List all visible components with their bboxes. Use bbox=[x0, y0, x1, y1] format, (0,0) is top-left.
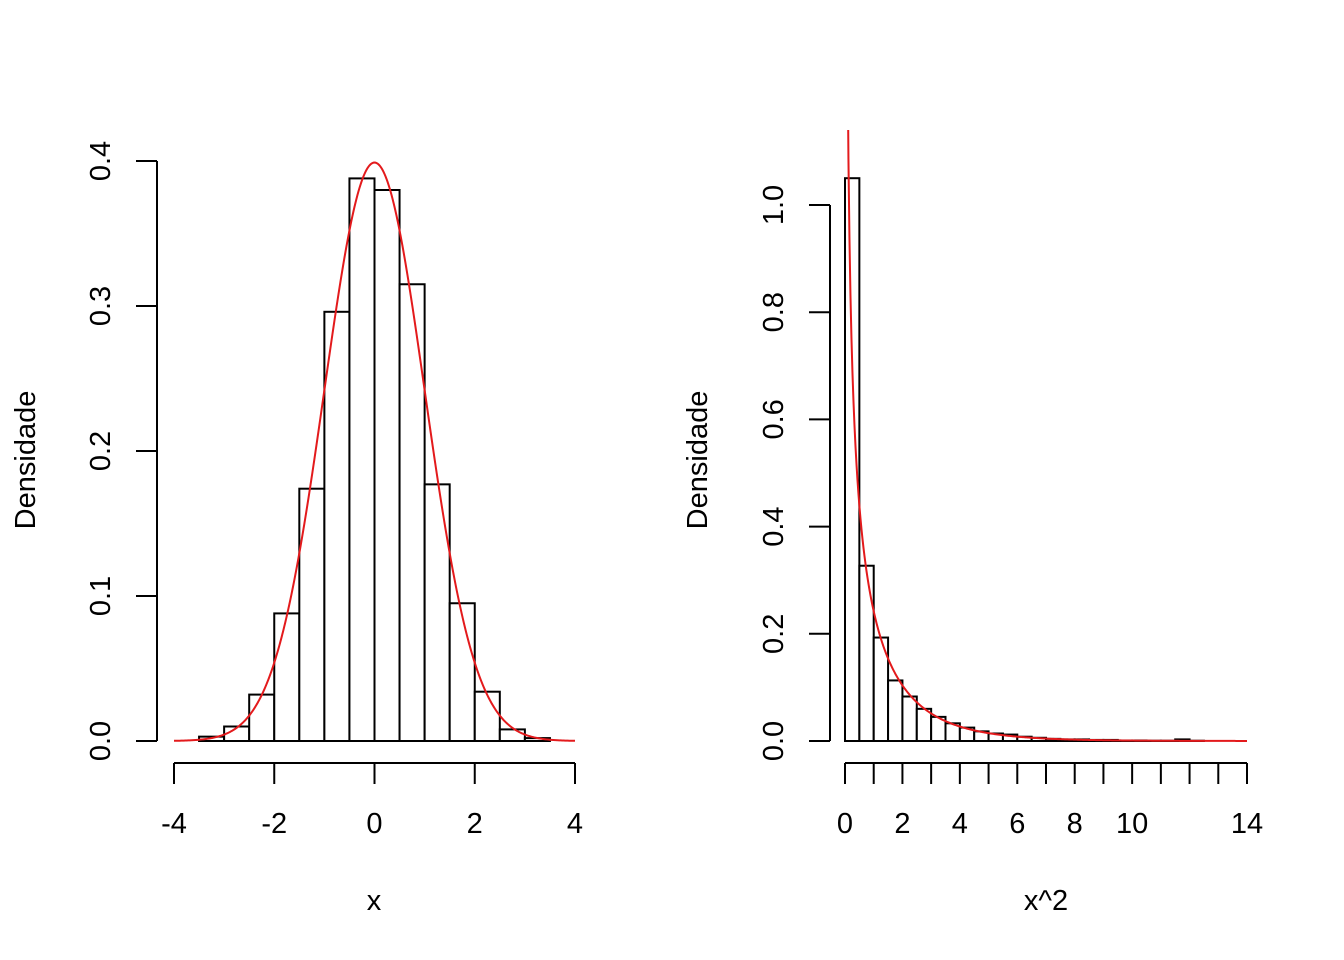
right-y-tick-label: 0.6 bbox=[758, 399, 790, 439]
right-y-tick-label: 1.0 bbox=[758, 185, 790, 225]
left-bar bbox=[323, 310, 351, 742]
left-y-tick-label: 0.4 bbox=[85, 141, 117, 181]
left-y-tick-label: 0.1 bbox=[85, 576, 117, 616]
right-bar bbox=[858, 564, 875, 743]
right-bar bbox=[901, 695, 918, 743]
left-bar bbox=[248, 693, 276, 742]
right-x-tick-label: 14 bbox=[1231, 808, 1263, 840]
right-bars bbox=[844, 177, 1205, 743]
left-x-tick-label: 2 bbox=[467, 808, 483, 840]
right-y-axis-title: Densidade bbox=[682, 391, 714, 530]
right-bar bbox=[915, 707, 933, 743]
right-chisq-density-curve bbox=[847, 130, 1247, 742]
left-bar bbox=[498, 728, 526, 743]
left-x-axis: -4 -2 0 2 4 bbox=[161, 762, 583, 840]
left-y-tick-label: 0.2 bbox=[85, 431, 117, 471]
left-bar bbox=[423, 483, 451, 742]
right-bar bbox=[887, 679, 904, 743]
right-x-tick-label: 6 bbox=[1009, 808, 1025, 840]
left-x-tick-label: -2 bbox=[261, 808, 287, 840]
right-y-tick-label: 0.8 bbox=[758, 292, 790, 332]
right-x-axis: 0 2 4 6 8 10 14 bbox=[837, 762, 1263, 840]
left-y-axis-title: Densidade bbox=[10, 391, 42, 530]
left-bars bbox=[198, 177, 551, 743]
right-y-axis: 0.0 0.2 0.4 0.6 0.8 1.0 bbox=[758, 185, 831, 761]
left-bar bbox=[448, 602, 476, 742]
left-bar bbox=[273, 612, 301, 743]
left-normal-density-curve bbox=[173, 161, 576, 742]
right-y-tick-label: 0.4 bbox=[758, 506, 790, 546]
right-x-tick-label: 4 bbox=[952, 808, 968, 840]
right-x-tick-label: 8 bbox=[1067, 808, 1083, 840]
left-bar bbox=[348, 177, 376, 742]
left-x-tick-label: 0 bbox=[366, 808, 382, 840]
right-x-axis-title: x^2 bbox=[1024, 885, 1068, 917]
left-bar bbox=[373, 189, 401, 742]
left-y-tick-label: 0.0 bbox=[85, 721, 117, 761]
left-x-axis-title: x bbox=[367, 885, 382, 917]
left-histogram: -4 -2 0 2 4 0.0 0.1 0.2 0.3 0.4 x Densidade bbox=[10, 141, 583, 917]
right-bar bbox=[844, 177, 861, 742]
left-bar bbox=[398, 283, 426, 742]
left-y-tick-label: 0.3 bbox=[85, 286, 117, 326]
right-y-tick-label: 0.0 bbox=[758, 721, 790, 761]
left-bar bbox=[473, 690, 501, 743]
left-x-tick-label: -4 bbox=[161, 808, 187, 840]
left-x-tick-label: 4 bbox=[567, 808, 583, 840]
right-x-tick-label: 0 bbox=[837, 808, 853, 840]
right-x-tick-label: 2 bbox=[894, 808, 910, 840]
right-y-tick-label: 0.2 bbox=[758, 614, 790, 654]
right-x-tick-label: 10 bbox=[1116, 808, 1148, 840]
left-y-axis: 0.0 0.1 0.2 0.3 0.4 bbox=[85, 141, 158, 761]
right-histogram: 0 2 4 6 8 10 14 0.0 0.2 0.4 0.6 0.8 1.0 x^2 Densida… bbox=[682, 130, 1263, 917]
